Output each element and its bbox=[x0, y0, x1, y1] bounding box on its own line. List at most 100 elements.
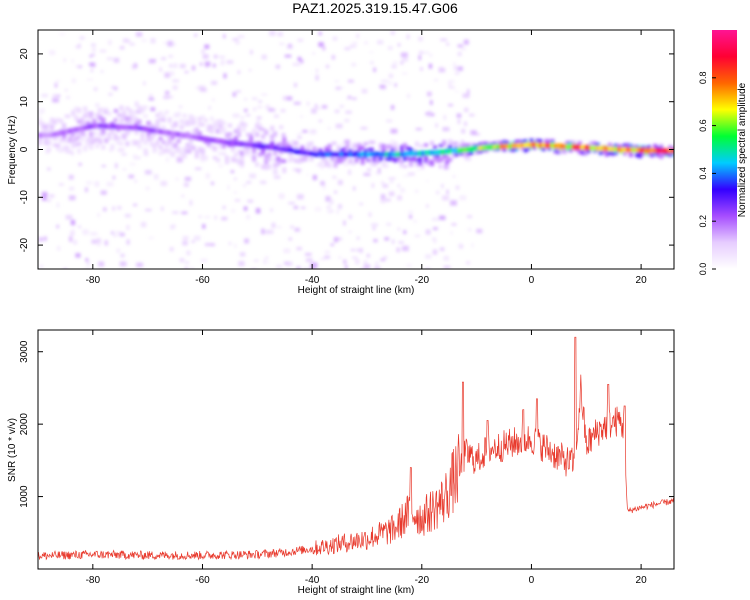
emission-cell bbox=[529, 138, 534, 143]
noise-cell bbox=[451, 223, 457, 226]
emission-cell bbox=[234, 136, 238, 141]
noise-cell bbox=[425, 180, 429, 182]
emission-cell bbox=[246, 150, 251, 155]
noise-cell bbox=[373, 239, 378, 243]
ridge-cell bbox=[442, 149, 447, 155]
spectrogram-y-label: Frequency (Hz) bbox=[7, 116, 18, 185]
emission-cell bbox=[101, 145, 106, 150]
noise-cell bbox=[115, 230, 122, 235]
emission-cell bbox=[122, 114, 127, 120]
noise-cell bbox=[425, 254, 432, 259]
emission-cell bbox=[246, 132, 251, 137]
noise-cell bbox=[184, 266, 188, 269]
emission-cell bbox=[614, 143, 618, 148]
emission-cell bbox=[273, 131, 278, 137]
ridge-cell bbox=[276, 145, 281, 151]
noise-cell bbox=[341, 142, 346, 146]
noise-cell bbox=[314, 206, 322, 212]
ridge-cell bbox=[472, 146, 477, 152]
emission-cell bbox=[221, 152, 226, 156]
ridge-cell bbox=[538, 142, 543, 148]
emission-cell bbox=[143, 148, 148, 154]
emission-cell bbox=[384, 144, 389, 150]
emission-cell bbox=[173, 121, 178, 128]
noise-cell bbox=[181, 195, 185, 197]
noise-cell bbox=[119, 46, 125, 50]
ridge-cell bbox=[550, 143, 555, 149]
noise-cell bbox=[141, 39, 147, 42]
emission-cell bbox=[357, 146, 362, 152]
noise-cell bbox=[276, 264, 282, 268]
emission-cell bbox=[237, 132, 241, 138]
emission-cell bbox=[469, 149, 474, 155]
noise-cell bbox=[167, 40, 173, 47]
noise-cell bbox=[218, 143, 222, 149]
emission-cell bbox=[414, 158, 419, 165]
emission-cell bbox=[586, 148, 591, 153]
emission-cell bbox=[324, 162, 329, 167]
noise-cell bbox=[200, 88, 207, 92]
noise-cell bbox=[133, 156, 141, 160]
emission-cell bbox=[249, 133, 254, 138]
noise-cell bbox=[85, 258, 88, 262]
emission-cell bbox=[408, 158, 413, 163]
ridge-cell bbox=[258, 143, 263, 149]
noise-cell bbox=[165, 90, 170, 95]
snr-y-axis: 1000 2000 3000 bbox=[19, 340, 674, 508]
emission-cell bbox=[372, 162, 377, 167]
emission-cell bbox=[255, 123, 260, 129]
ridge-cell bbox=[607, 146, 612, 152]
emission-cell bbox=[363, 155, 368, 159]
emission-cell bbox=[191, 116, 196, 121]
ridge-cell bbox=[50, 132, 55, 138]
noise-cell bbox=[273, 170, 278, 175]
emission-cell bbox=[44, 124, 48, 129]
ridge-cell bbox=[595, 145, 600, 151]
emission-cell bbox=[200, 147, 205, 152]
noise-cell bbox=[390, 180, 393, 183]
noise-cell bbox=[89, 142, 94, 146]
noise-cell bbox=[442, 195, 449, 201]
noise-cell bbox=[210, 243, 215, 246]
ridge-cell bbox=[282, 146, 287, 152]
emission-cell bbox=[176, 139, 181, 143]
ridge-cell bbox=[128, 125, 133, 130]
noise-cell bbox=[185, 261, 189, 264]
noise-cell bbox=[56, 80, 60, 82]
emission-cell bbox=[463, 151, 468, 158]
noise-cell bbox=[52, 94, 59, 100]
noise-cell bbox=[448, 80, 455, 83]
noise-cell bbox=[76, 136, 81, 139]
noise-cell bbox=[136, 262, 143, 268]
ridge-cell bbox=[345, 151, 350, 157]
noise-cell bbox=[250, 50, 253, 55]
emission-cell bbox=[333, 162, 338, 168]
noise-cell bbox=[454, 71, 460, 75]
emission-cell bbox=[65, 145, 70, 150]
emission-cell bbox=[424, 158, 428, 163]
emission-cell bbox=[258, 126, 263, 131]
noise-cell bbox=[189, 267, 195, 269]
ridge-cell bbox=[469, 146, 474, 152]
noise-cell bbox=[183, 182, 189, 187]
emission-cell bbox=[454, 152, 459, 157]
emission-cell bbox=[95, 137, 100, 142]
noise-cell bbox=[93, 87, 98, 91]
emission-cell bbox=[369, 157, 374, 163]
ridge-cell bbox=[194, 135, 199, 140]
emission-cell bbox=[472, 142, 477, 146]
noise-cell bbox=[371, 223, 378, 227]
noise-cell bbox=[194, 34, 198, 37]
ridge-cell bbox=[62, 129, 67, 135]
noise-cell bbox=[348, 169, 351, 175]
ridge-cell bbox=[38, 132, 42, 138]
ridge-cell bbox=[330, 151, 335, 157]
noise-cell bbox=[391, 239, 395, 244]
emission-cell bbox=[203, 155, 208, 161]
emission-cell bbox=[285, 143, 290, 148]
noise-cell bbox=[114, 86, 118, 91]
noise-cell bbox=[336, 209, 339, 214]
emission-cell bbox=[179, 119, 184, 123]
noise-cell bbox=[108, 92, 113, 96]
